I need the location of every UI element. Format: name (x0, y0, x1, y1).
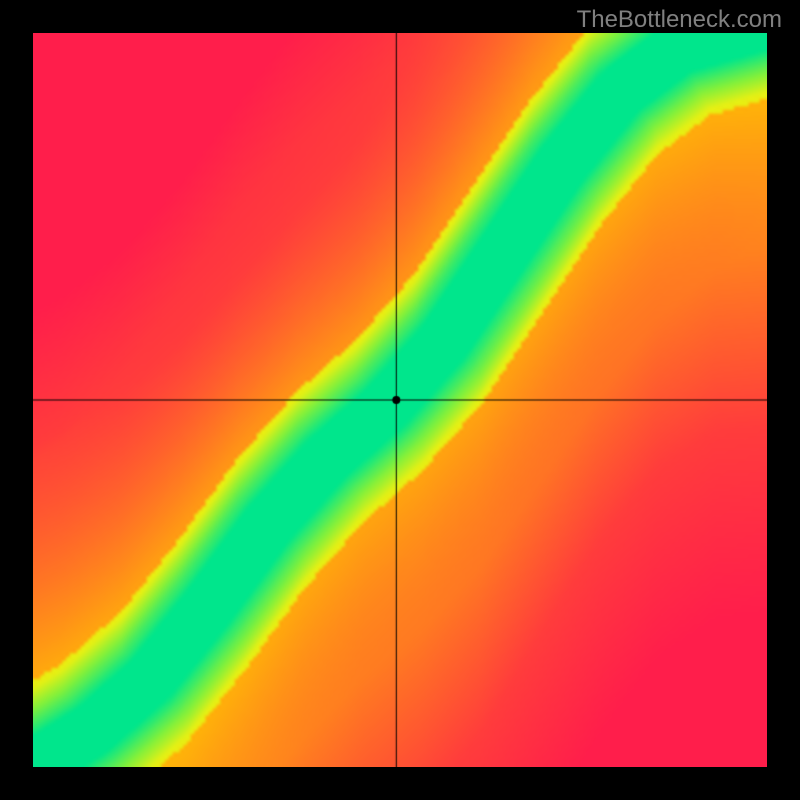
chart-container: TheBottleneck.com (0, 0, 800, 800)
heatmap-plot (33, 33, 767, 767)
watermark-text: TheBottleneck.com (577, 6, 782, 34)
heatmap-canvas (33, 33, 767, 767)
